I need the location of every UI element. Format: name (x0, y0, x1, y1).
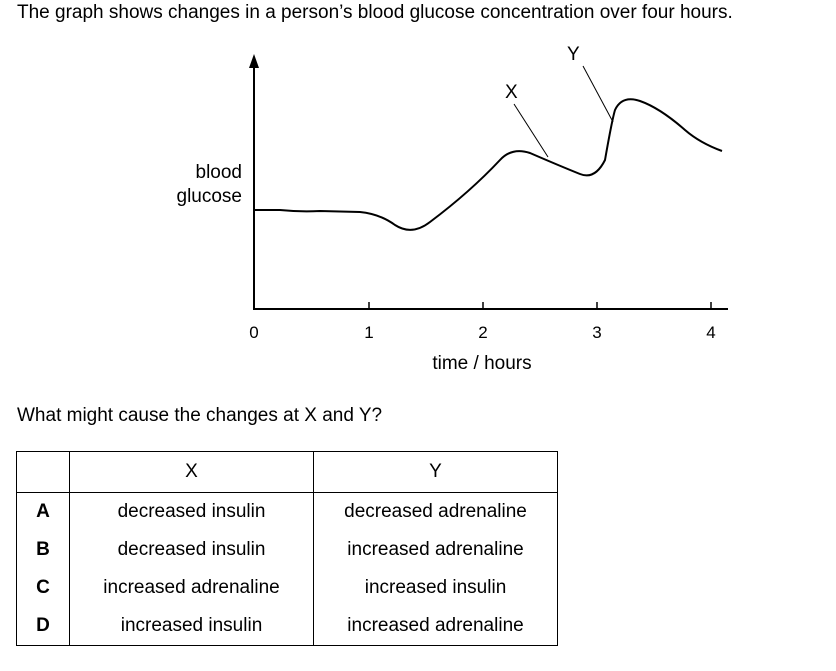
table-header-row: X Y (16, 451, 558, 493)
table-row[interactable]: A decreased insulin decreased adrenaline (16, 492, 558, 531)
option-letter: C (16, 569, 70, 607)
cell-x: increased insulin (69, 607, 314, 646)
cell-y: decreased adrenaline (313, 492, 558, 531)
option-letter: D (16, 607, 70, 646)
cell-x: decreased insulin (69, 531, 314, 569)
y-axis-label: blood glucose (150, 161, 243, 209)
y-axis-arrow (249, 54, 259, 68)
cell-y: increased insulin (313, 569, 558, 607)
cell-x: increased adrenaline (69, 569, 314, 607)
x-tick-label: 4 (706, 323, 716, 342)
point-label-x: X (505, 82, 518, 103)
header-y: Y (313, 451, 558, 493)
option-letter: A (16, 492, 70, 531)
table-row[interactable]: D increased insulin increased adrenaline (16, 607, 558, 646)
glucose-curve (254, 98, 723, 231)
table-row[interactable]: B decreased insulin increased adrenaline (16, 531, 558, 569)
x-tick-label: 3 (592, 323, 602, 342)
option-letter: B (16, 531, 70, 569)
pointer-x (513, 103, 549, 158)
point-label-y: Y (567, 44, 580, 65)
question-text: The graph shows changes in a person’s bl… (17, 2, 733, 23)
pointer-y (582, 65, 614, 123)
blood-glucose-graph (249, 54, 728, 310)
header-corner (16, 451, 70, 493)
x-axis-label: time / hours (432, 353, 532, 374)
x-tick-label: 0 (249, 323, 259, 342)
y-axis-label-line2: glucose (176, 186, 243, 207)
y-axis-label-line1: blood (195, 162, 243, 183)
x-tick-label: 1 (364, 323, 374, 342)
answer-table: X Y A decreased insulin decreased adrena… (16, 451, 558, 646)
x-axis-ticks (253, 302, 712, 309)
header-x: X (69, 451, 314, 493)
cell-x: decreased insulin (69, 492, 314, 531)
prompt-text: What might cause the changes at X and Y? (17, 405, 383, 426)
cell-y: increased adrenaline (313, 531, 558, 569)
table-row[interactable]: C increased adrenaline increased insulin (16, 569, 558, 607)
x-tick-label: 2 (478, 323, 488, 342)
cell-y: increased adrenaline (313, 607, 558, 646)
